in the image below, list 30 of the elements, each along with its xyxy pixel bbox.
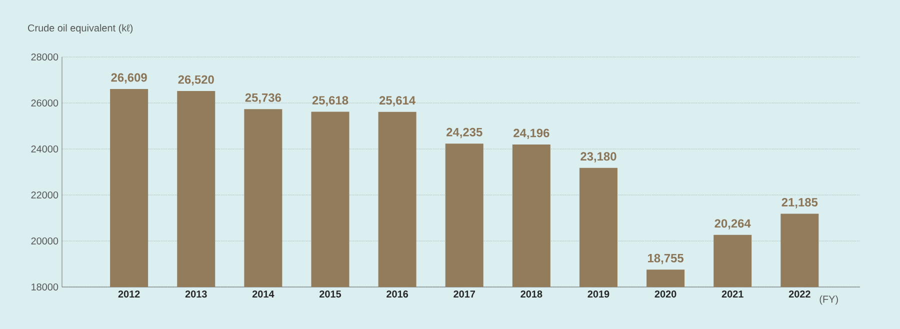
x-tick-label: 2015 bbox=[320, 290, 342, 298]
data-label: 18,755 bbox=[648, 254, 684, 264]
y-tick-label: 22000 bbox=[31, 191, 58, 199]
x-tick-label: 2016 bbox=[386, 290, 408, 298]
y-tick-label: 24000 bbox=[31, 145, 58, 153]
data-label: 20,264 bbox=[714, 219, 751, 230]
y-axis-title: Crude oil equivalent (kℓ) bbox=[28, 24, 133, 34]
x-tick-label: 2017 bbox=[454, 290, 476, 298]
data-label: 24,235 bbox=[446, 128, 482, 138]
x-tick-label: 2012 bbox=[118, 290, 140, 298]
x-axis-title: (FY) bbox=[820, 295, 838, 305]
data-label: 26,520 bbox=[178, 75, 214, 86]
y-tick-label: 28000 bbox=[31, 53, 58, 61]
data-label: 25,614 bbox=[379, 96, 416, 106]
data-label: 25,736 bbox=[245, 93, 282, 104]
data-label: 21,185 bbox=[782, 198, 818, 208]
x-tick-label: 2018 bbox=[520, 290, 542, 298]
data-label: 26,609 bbox=[111, 73, 147, 84]
y-tick-label: 26000 bbox=[31, 99, 58, 107]
y-tick-label: 20000 bbox=[31, 237, 58, 245]
x-tick-label: 2013 bbox=[185, 290, 207, 298]
x-tick-label: 2019 bbox=[588, 290, 610, 298]
x-tick-label: 2020 bbox=[654, 290, 676, 298]
x-tick-label: 2014 bbox=[252, 290, 274, 298]
data-label: 25,618 bbox=[312, 96, 348, 106]
x-tick-label: 2022 bbox=[788, 290, 810, 298]
data-label: 24,196 bbox=[514, 128, 550, 139]
y-tick-label: 18000 bbox=[32, 283, 58, 291]
x-tick-label: 2021 bbox=[722, 290, 744, 298]
data-label: 23,180 bbox=[580, 152, 616, 162]
